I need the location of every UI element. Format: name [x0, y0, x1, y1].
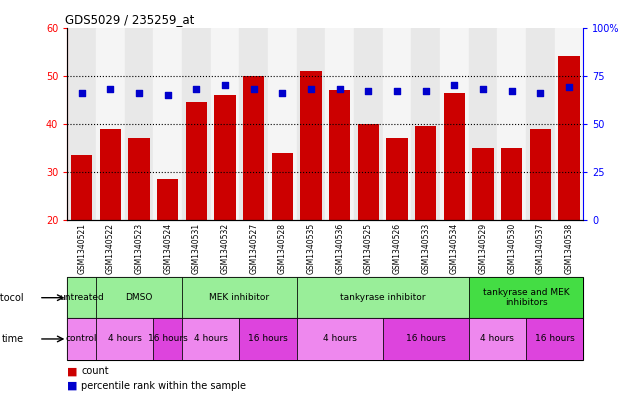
Point — [249, 86, 259, 92]
Text: protocol: protocol — [0, 293, 24, 303]
Text: tankyrase inhibitor: tankyrase inhibitor — [340, 293, 426, 302]
Bar — [272, 152, 293, 220]
Bar — [300, 71, 322, 220]
Text: count: count — [81, 366, 109, 376]
Point — [220, 82, 230, 88]
Bar — [412, 28, 440, 220]
Text: ■: ■ — [67, 381, 81, 391]
Bar — [358, 124, 379, 220]
Bar — [71, 155, 92, 220]
Text: 16 hours: 16 hours — [148, 334, 188, 343]
Bar — [67, 277, 96, 318]
Bar — [529, 129, 551, 220]
Bar — [383, 28, 412, 220]
Text: tankyrase and MEK
inhibitors: tankyrase and MEK inhibitors — [483, 288, 569, 307]
Text: MEK inhibitor: MEK inhibitor — [209, 293, 269, 302]
Text: untreated: untreated — [59, 293, 104, 302]
Bar — [472, 148, 494, 220]
Text: ■: ■ — [67, 366, 81, 376]
Bar — [558, 56, 579, 220]
Point — [564, 84, 574, 90]
Text: control: control — [66, 334, 97, 343]
Bar — [239, 28, 268, 220]
Bar — [497, 28, 526, 220]
Point — [277, 90, 287, 96]
Point — [535, 90, 545, 96]
Point — [134, 90, 144, 96]
Point — [506, 88, 517, 94]
Bar — [268, 28, 297, 220]
Text: 16 hours: 16 hours — [248, 334, 288, 343]
Bar — [124, 28, 153, 220]
Bar — [415, 126, 437, 220]
Bar — [326, 28, 354, 220]
Text: 4 hours: 4 hours — [194, 334, 228, 343]
Bar — [387, 138, 408, 220]
Point — [392, 88, 402, 94]
Bar — [182, 277, 297, 318]
Bar — [182, 318, 239, 360]
Point — [76, 90, 87, 96]
Bar — [383, 318, 469, 360]
Bar — [153, 318, 182, 360]
Bar — [297, 318, 383, 360]
Bar — [554, 28, 583, 220]
Point — [105, 86, 115, 92]
Bar — [469, 318, 526, 360]
Bar — [354, 28, 383, 220]
Bar — [128, 138, 150, 220]
Bar — [526, 318, 583, 360]
Point — [306, 86, 316, 92]
Bar — [96, 318, 153, 360]
Text: percentile rank within the sample: percentile rank within the sample — [81, 381, 246, 391]
Bar — [444, 92, 465, 220]
Point — [420, 88, 431, 94]
Bar — [501, 148, 522, 220]
Bar — [297, 28, 326, 220]
Point — [191, 86, 201, 92]
Point — [449, 82, 460, 88]
Point — [478, 86, 488, 92]
Bar — [99, 129, 121, 220]
Text: 16 hours: 16 hours — [406, 334, 445, 343]
Text: time: time — [1, 334, 24, 344]
Bar — [67, 28, 96, 220]
Bar — [329, 90, 351, 220]
Bar — [157, 179, 178, 220]
Bar — [211, 28, 239, 220]
Bar — [440, 28, 469, 220]
Bar — [239, 318, 297, 360]
Point — [363, 88, 374, 94]
Bar — [469, 28, 497, 220]
Text: DMSO: DMSO — [125, 293, 153, 302]
Text: GDS5029 / 235259_at: GDS5029 / 235259_at — [65, 13, 194, 26]
Text: 16 hours: 16 hours — [535, 334, 574, 343]
Text: 4 hours: 4 hours — [322, 334, 356, 343]
Bar — [243, 75, 264, 220]
Bar — [214, 95, 236, 220]
Bar — [153, 28, 182, 220]
Bar — [96, 28, 124, 220]
Bar — [297, 277, 469, 318]
Text: 4 hours: 4 hours — [108, 334, 142, 343]
Bar — [182, 28, 211, 220]
Bar — [96, 277, 182, 318]
Point — [163, 92, 173, 98]
Bar — [185, 102, 207, 220]
Text: 4 hours: 4 hours — [480, 334, 514, 343]
Bar — [526, 28, 554, 220]
Bar — [67, 318, 96, 360]
Bar — [469, 277, 583, 318]
Point — [335, 86, 345, 92]
